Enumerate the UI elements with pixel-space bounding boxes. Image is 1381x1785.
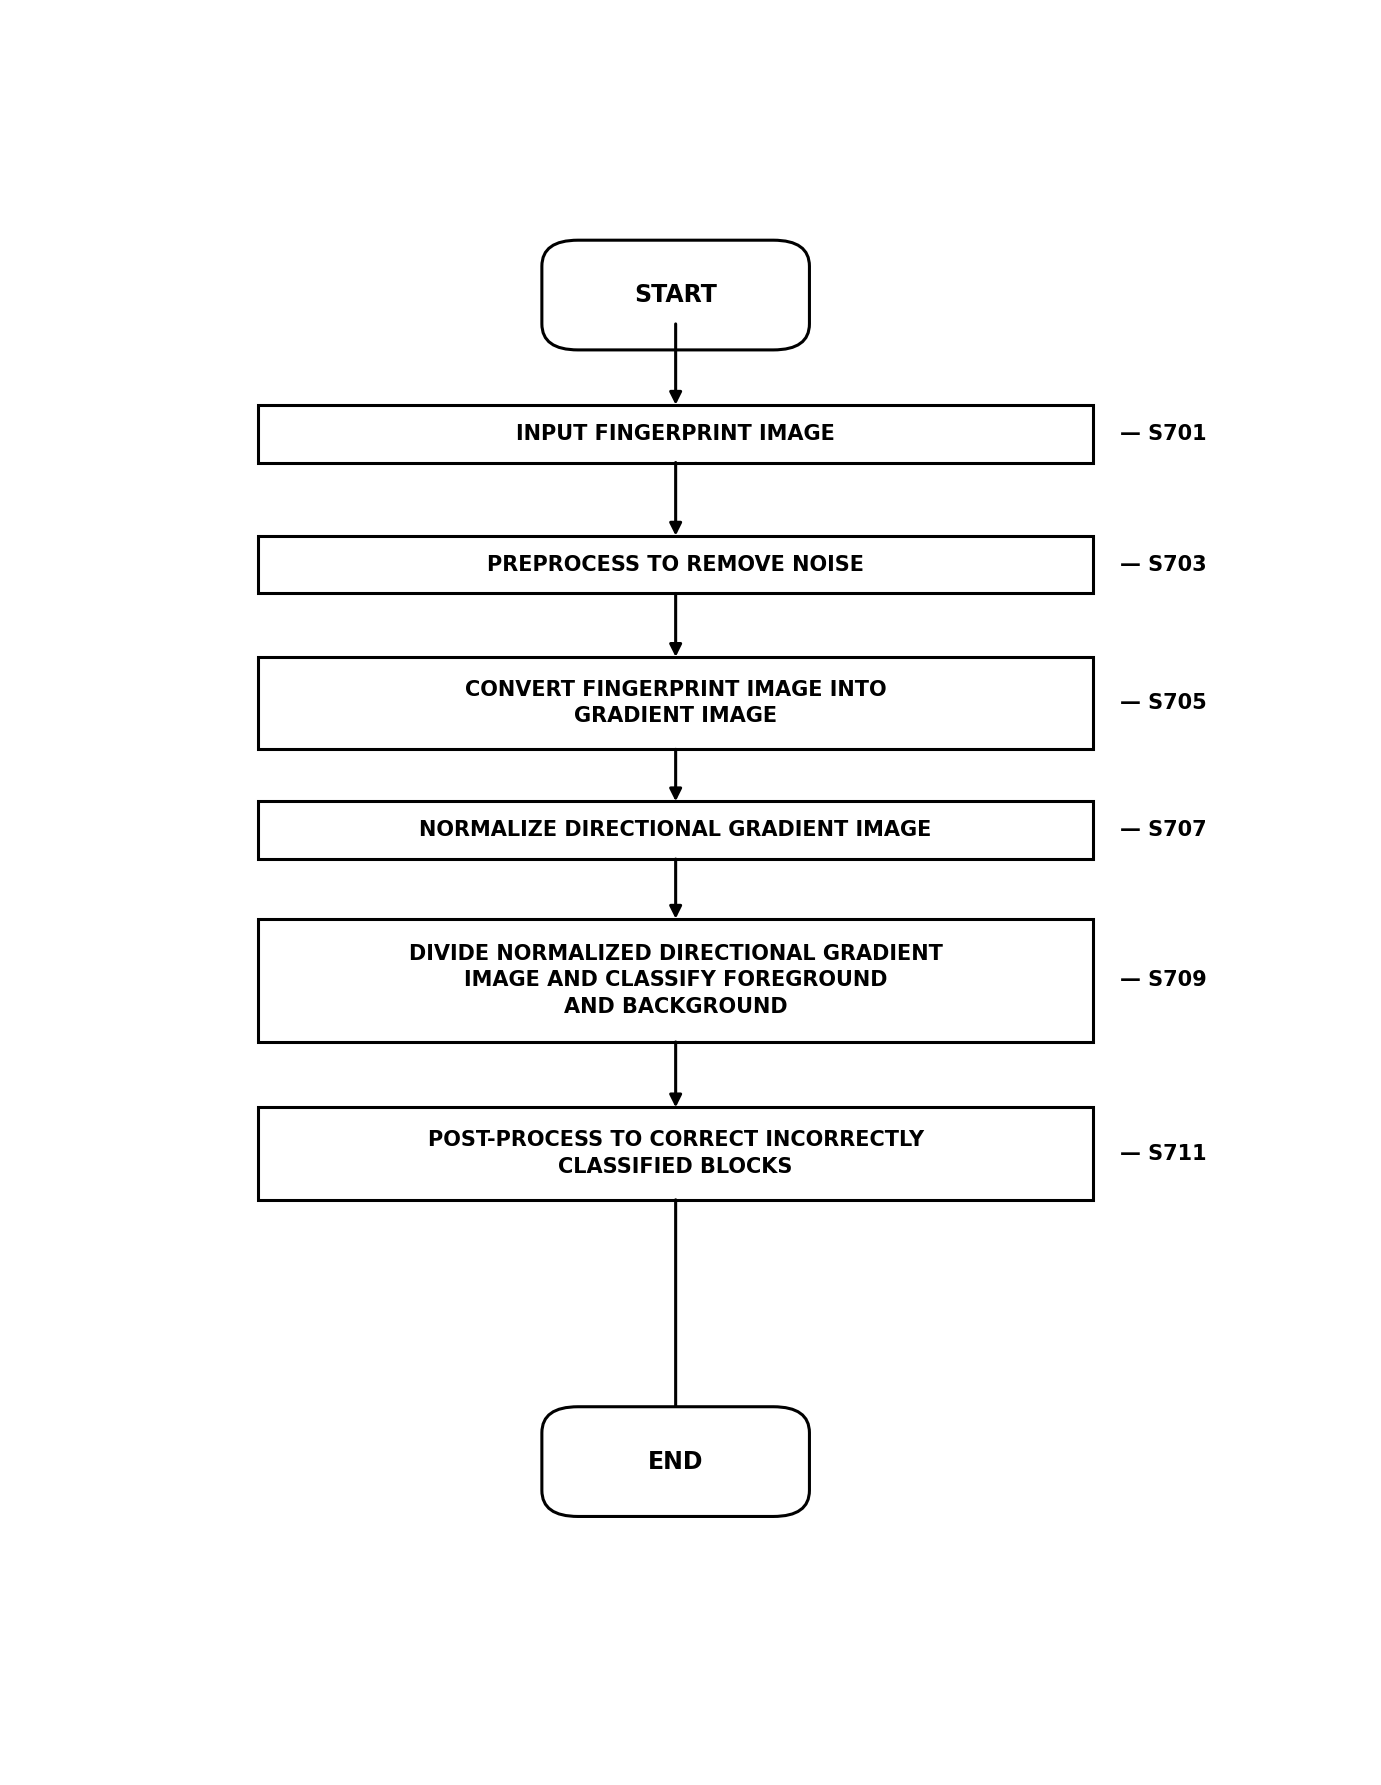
Text: DIVIDE NORMALIZED DIRECTIONAL GRADIENT
IMAGE AND CLASSIFY FOREGROUND
AND BACKGRO: DIVIDE NORMALIZED DIRECTIONAL GRADIENT I…	[409, 944, 943, 1017]
Text: POST-PROCESS TO CORRECT INCORRECTLY
CLASSIFIED BLOCKS: POST-PROCESS TO CORRECT INCORRECTLY CLAS…	[428, 1130, 924, 1176]
Text: — S703: — S703	[1120, 555, 1207, 575]
Text: CONVERT FINGERPRINT IMAGE INTO
GRADIENT IMAGE: CONVERT FINGERPRINT IMAGE INTO GRADIENT …	[465, 680, 887, 726]
Bar	[258, 536, 1094, 593]
Text: NORMALIZE DIRECTIONAL GRADIENT IMAGE: NORMALIZE DIRECTIONAL GRADIENT IMAGE	[420, 819, 932, 841]
Bar	[258, 657, 1094, 750]
Bar	[258, 405, 1094, 462]
Bar	[258, 919, 1094, 1042]
Text: INPUT FINGERPRINT IMAGE: INPUT FINGERPRINT IMAGE	[516, 423, 836, 444]
Text: PREPROCESS TO REMOVE NOISE: PREPROCESS TO REMOVE NOISE	[487, 555, 865, 575]
Text: — S705: — S705	[1120, 693, 1207, 714]
Text: — S701: — S701	[1120, 423, 1207, 444]
Bar	[258, 1107, 1094, 1200]
Bar	[258, 801, 1094, 859]
Text: — S711: — S711	[1120, 1144, 1207, 1164]
FancyBboxPatch shape	[541, 241, 809, 350]
Text: START: START	[634, 284, 717, 307]
FancyBboxPatch shape	[541, 1407, 809, 1517]
Text: — S707: — S707	[1120, 819, 1207, 841]
Text: END: END	[648, 1449, 703, 1474]
Text: — S709: — S709	[1120, 971, 1207, 991]
